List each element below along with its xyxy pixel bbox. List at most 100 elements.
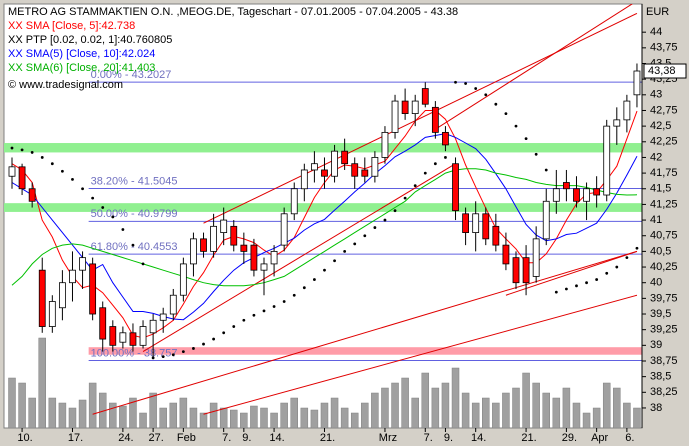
sar-dot bbox=[343, 249, 347, 253]
y-axis-label: EUR bbox=[646, 6, 669, 18]
candle-body bbox=[190, 238, 197, 265]
y-tick-label: 38,25 bbox=[650, 386, 678, 398]
candle-body bbox=[149, 319, 157, 334]
sar-dot bbox=[181, 350, 185, 353]
candle-body bbox=[522, 257, 530, 284]
volume-bar bbox=[68, 407, 77, 428]
x-tick-label: 21. bbox=[521, 432, 536, 444]
sar-dot bbox=[151, 356, 155, 360]
sar-dot bbox=[212, 337, 216, 341]
trendline bbox=[142, 163, 456, 353]
candle-body bbox=[89, 263, 97, 315]
x-tick-label: Feb bbox=[177, 432, 196, 444]
candle-body bbox=[482, 213, 490, 240]
plot-area bbox=[3, 3, 643, 429]
y-tick-label: 43,75 bbox=[650, 42, 678, 54]
y-tick-label: 38 bbox=[650, 402, 662, 414]
sar-dot bbox=[534, 152, 538, 156]
volume-bar bbox=[189, 407, 198, 428]
volume-bar bbox=[8, 377, 16, 428]
x-tick-label: 10. bbox=[17, 432, 32, 444]
indicator-line bbox=[11, 168, 638, 287]
candle-body bbox=[341, 150, 349, 165]
sar-dot bbox=[292, 293, 296, 297]
candle-body bbox=[250, 244, 258, 271]
volume-bar bbox=[38, 337, 46, 428]
x-tick-label: 14. bbox=[471, 432, 486, 444]
volume-bar bbox=[532, 382, 540, 428]
volume-bar bbox=[109, 402, 117, 428]
sar-dot bbox=[474, 87, 478, 90]
candle-body bbox=[200, 238, 207, 252]
legend-entry: XX SMA(6) [Close, 20]:41.403 bbox=[8, 62, 155, 74]
sar-dot bbox=[454, 80, 457, 84]
candle-body bbox=[401, 100, 409, 115]
y-tick-label: 41,25 bbox=[650, 198, 678, 210]
sar-dot bbox=[71, 177, 74, 181]
candle-body bbox=[411, 100, 419, 115]
candle-body bbox=[38, 269, 46, 327]
candle-body bbox=[583, 188, 590, 202]
candle-body bbox=[502, 244, 510, 265]
volume-bar bbox=[522, 372, 530, 428]
y-tick-label: 39,5 bbox=[650, 308, 671, 320]
candle-body bbox=[603, 125, 611, 196]
indicator-line bbox=[11, 133, 638, 321]
volume-bar bbox=[482, 397, 490, 428]
sar-dot bbox=[504, 112, 508, 116]
volume-bar bbox=[552, 397, 561, 428]
y-tick-label: 43 bbox=[650, 89, 662, 101]
sar-dot bbox=[565, 287, 568, 291]
volume-bar bbox=[330, 397, 339, 428]
trendline bbox=[92, 250, 638, 415]
zone-band bbox=[88, 347, 642, 355]
volume-bar bbox=[350, 412, 359, 428]
candle-body bbox=[421, 88, 429, 105]
sar-dot bbox=[494, 102, 498, 106]
y-tick-label: 39 bbox=[650, 339, 662, 351]
sar-dot bbox=[403, 196, 407, 200]
sar-dot bbox=[81, 187, 84, 191]
volume-bar bbox=[240, 412, 248, 428]
sar-dot bbox=[121, 228, 125, 231]
last-price-box bbox=[643, 63, 687, 79]
sar-dot bbox=[302, 286, 306, 290]
candle-body bbox=[159, 313, 167, 321]
candle-body bbox=[532, 238, 540, 277]
candle-body bbox=[300, 169, 308, 190]
sar-dot bbox=[91, 196, 95, 200]
x-tick-label: 6. bbox=[625, 432, 634, 444]
legend-entry: XX PTP [0.02, 0.02, 1]:40.760805 bbox=[8, 34, 172, 46]
candle-body bbox=[220, 219, 228, 233]
candle-body bbox=[381, 131, 389, 158]
y-tick-label: 41 bbox=[650, 214, 662, 226]
sar-dot bbox=[433, 162, 437, 166]
volume-bar bbox=[623, 402, 631, 428]
x-tick-label: 14. bbox=[269, 432, 284, 444]
volume-bar bbox=[119, 405, 127, 428]
volume-bar bbox=[280, 402, 288, 428]
fib-label: 38.20% - 41.5045 bbox=[91, 175, 178, 187]
sar-dot bbox=[524, 137, 528, 141]
candle-body bbox=[442, 131, 449, 146]
legend-title: METRO AG STAMMAKTIEN O.N. ,MEOG.DE, Tage… bbox=[8, 6, 458, 18]
fib-label: 50.00% - 40.9799 bbox=[91, 208, 178, 220]
sar-dot bbox=[272, 305, 276, 308]
candle-body bbox=[593, 188, 601, 196]
candle-body bbox=[310, 163, 318, 171]
candle-body bbox=[79, 257, 86, 271]
candle-body bbox=[623, 100, 631, 121]
x-tick-label: 9. bbox=[242, 432, 251, 444]
volume-bar bbox=[250, 405, 258, 428]
sar-dot bbox=[363, 234, 367, 238]
sar-dot bbox=[40, 156, 44, 159]
sar-dot bbox=[232, 325, 236, 328]
sar-dot bbox=[595, 278, 599, 281]
candle-body bbox=[59, 282, 66, 309]
candle-body bbox=[391, 100, 399, 133]
volume-bar bbox=[179, 397, 188, 428]
y-tick-label: 40,75 bbox=[650, 230, 678, 242]
candle-body bbox=[230, 225, 238, 246]
volume-bar bbox=[562, 387, 571, 428]
candle-body bbox=[452, 163, 459, 212]
